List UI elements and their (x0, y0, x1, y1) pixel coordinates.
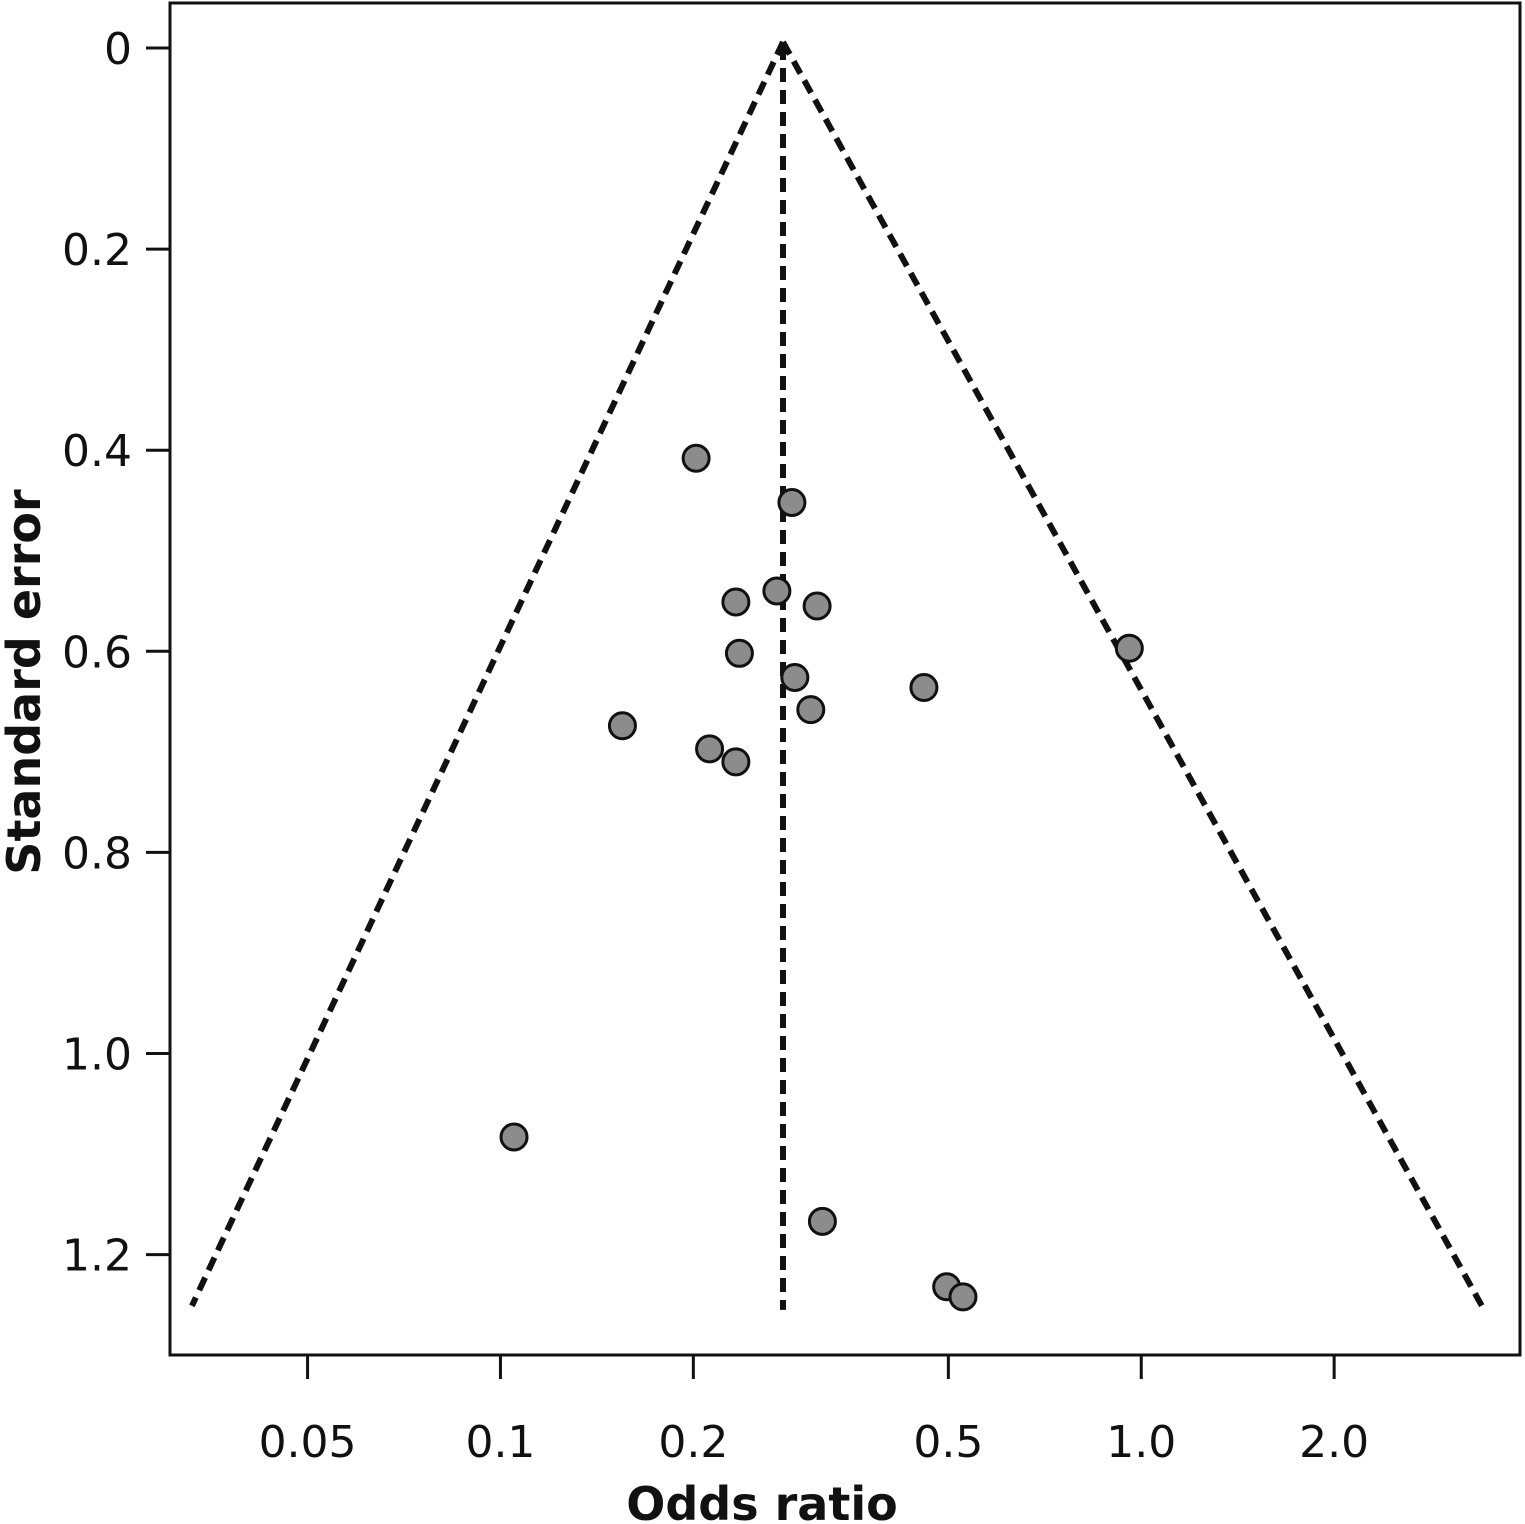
study-point (724, 638, 754, 668)
data-points (499, 443, 1144, 1312)
study-point (762, 576, 792, 606)
x-tick-label: 0.5 (913, 1417, 983, 1468)
y-tick-label: 1.2 (62, 1231, 132, 1282)
y-tick-label: 0.8 (62, 828, 132, 879)
x-tick-label: 2.0 (1299, 1417, 1369, 1468)
y-tick-label: 0.4 (62, 426, 132, 477)
y-axis: 0 0.2 0.4 0.6 0.8 1.0 1.2 (62, 24, 170, 1282)
x-tick-label: 0.05 (259, 1417, 357, 1468)
study-point (777, 487, 807, 517)
y-tick-label: 0.2 (62, 225, 132, 276)
study-point (607, 711, 637, 741)
study-point (802, 591, 832, 621)
x-tick-label: 0.2 (658, 1417, 728, 1468)
funnel-right-limit-line (780, 40, 1485, 1308)
study-point (681, 443, 711, 473)
plot-frame (168, 1, 1522, 1357)
study-point (807, 1206, 837, 1236)
study-point (721, 747, 751, 777)
x-tick-label: 1.0 (1106, 1417, 1176, 1468)
study-point (909, 672, 939, 702)
study-point (695, 734, 725, 764)
y-tick-label: 0.6 (62, 627, 132, 678)
study-point (780, 662, 810, 692)
x-tick-label: 0.1 (465, 1417, 535, 1468)
x-axis-title: Odds ratio (626, 1477, 897, 1524)
study-point (948, 1282, 978, 1312)
y-tick-label: 0 (104, 24, 132, 75)
study-point (499, 1122, 529, 1152)
funnel-lines (189, 40, 1485, 1310)
study-point (1114, 633, 1144, 663)
study-point (796, 695, 826, 725)
y-axis-title: Standard error (0, 489, 51, 875)
x-axis: 0.05 0.1 0.2 0.5 1.0 2.0 (259, 1355, 1369, 1468)
funnel-left-limit-line (189, 40, 786, 1308)
y-tick-label: 1.0 (62, 1030, 132, 1081)
study-point (721, 587, 751, 617)
